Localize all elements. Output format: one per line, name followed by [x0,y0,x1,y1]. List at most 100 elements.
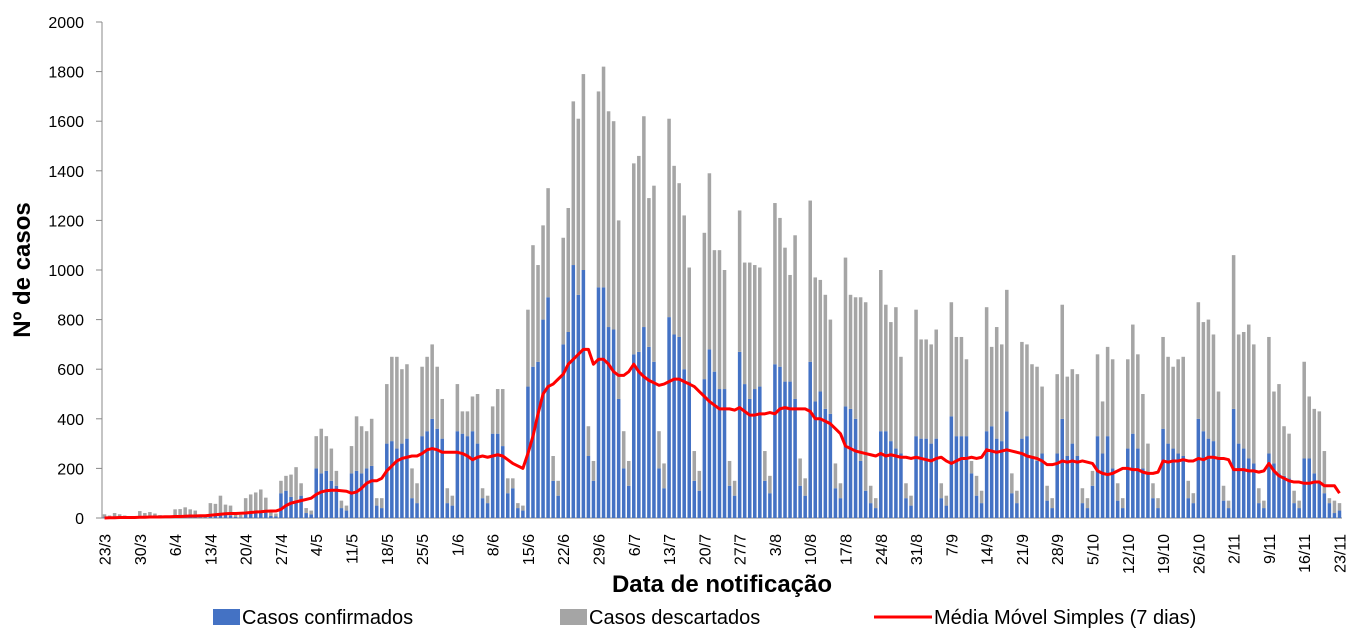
bar [451,506,455,518]
bar [1035,461,1039,518]
bar [1197,302,1201,419]
bar [1086,508,1090,518]
bar [955,436,959,518]
bar [768,493,772,518]
bar [1338,511,1342,518]
bar [481,488,485,498]
bar [274,514,278,517]
x-tick-label: 31/8 [909,534,926,565]
bar [1302,362,1306,459]
bar [304,513,308,518]
x-tick-label: 23/3 [98,534,115,565]
x-tick-label: 15/6 [521,534,538,565]
bar [1066,377,1070,456]
bar [380,498,384,508]
legend-label: Casos descartados [589,607,760,629]
bar [1257,503,1261,518]
bar [279,493,283,518]
bar [1161,337,1165,429]
bar [672,166,676,335]
bar [950,416,954,518]
bar [713,250,717,372]
bar [682,215,686,369]
bar [743,384,747,518]
bar [819,392,823,518]
bar [471,431,475,518]
bar [1015,491,1019,503]
y-tick-label: 1400 [48,164,84,181]
bar [864,302,868,490]
bar [1192,493,1196,503]
bar [904,498,908,518]
bar [1282,426,1286,476]
bar [1126,359,1130,448]
bar [531,245,535,367]
bar [541,320,545,518]
y-tick-label: 2000 [48,15,84,32]
bar [380,508,384,518]
bar [582,74,586,270]
bar [854,419,858,518]
bar [496,434,500,518]
bar [1081,503,1085,518]
bar [1202,431,1206,518]
bar [400,369,404,443]
bar [390,441,394,518]
bar [803,478,807,495]
bar [1050,508,1054,518]
x-tick-label: 6/7 [627,534,644,556]
bar [672,334,676,518]
bar [556,496,560,518]
bar [360,426,364,473]
bar [566,332,570,518]
bar [269,512,273,516]
bar [1136,354,1140,448]
x-tick-label: 12/10 [1121,534,1138,574]
bar [516,503,520,508]
x-tick-label: 1/6 [450,534,467,556]
bar [1232,409,1236,518]
bar [496,389,500,434]
bar [1313,473,1317,518]
bar [370,419,374,466]
bar [738,352,742,518]
bar [919,339,923,438]
bar [612,121,616,329]
bar [859,461,863,518]
bar [718,250,722,389]
bar [1005,290,1009,412]
bar [1171,449,1175,518]
bar [1318,481,1322,518]
bar [970,473,974,518]
bar [446,503,450,518]
bar [1313,409,1317,473]
bar [304,508,308,513]
bar [667,317,671,518]
x-tick-label: 7/9 [944,534,961,556]
bar [405,364,409,438]
bar [526,310,530,387]
bar [566,208,570,332]
bar [466,436,470,518]
bar [269,516,273,518]
bar [985,431,989,518]
x-tick-label: 20/4 [239,534,256,565]
bar [239,517,243,518]
bar [572,265,576,518]
bar [753,389,757,518]
bar [1287,478,1291,518]
bar [1292,503,1296,518]
bar [1297,501,1301,508]
bar [924,339,928,438]
bar [289,475,293,497]
bar [914,310,918,436]
bar [813,277,817,401]
x-tick-label: 6/4 [168,534,185,556]
bar [1227,508,1231,518]
bar [466,411,470,436]
bar [385,384,389,444]
bar [642,116,646,327]
bar [743,263,747,385]
bar [662,488,666,518]
bar [627,486,631,518]
